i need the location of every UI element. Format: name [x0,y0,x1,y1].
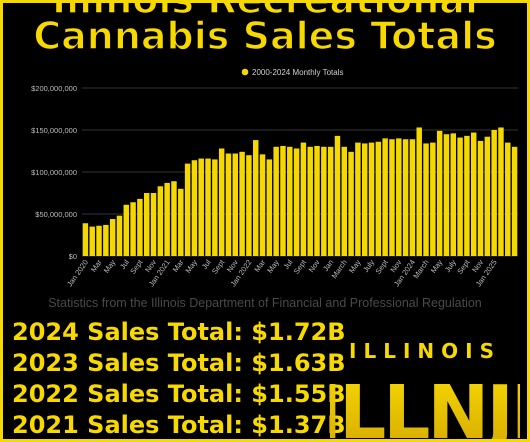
source-note: Statistics from the Illinois Department … [48,296,482,310]
bar [389,139,395,256]
x-tick-label: May [102,258,118,275]
bar [103,224,109,256]
bar [198,158,204,256]
bar [430,142,436,256]
bar [443,134,450,256]
bar [218,148,225,256]
sales-total-2022: 2022 Sales Total: $1.55B [12,380,346,408]
y-tick-label: $200,000,000 [31,84,77,93]
bar [396,138,402,256]
bar [280,145,286,256]
bar [348,151,354,256]
y-tick-label: $0 [69,252,77,261]
sales-total-2021: 2021 Sales Total: $1.37B [12,411,346,439]
bar [409,139,416,256]
bar [232,153,239,256]
sales-total-2023: 2023 Sales Total: $1.63B [12,349,346,377]
bar [491,130,497,256]
x-tick-label: Sept [292,257,309,276]
bar [341,146,348,256]
y-tick-label: $100,000,000 [31,168,77,177]
bar [137,198,143,256]
bar [375,141,382,256]
bar [382,138,388,256]
x-tick-label: Jan 2020 [65,258,90,288]
bar [89,226,95,256]
bar [484,136,491,256]
x-tick-label: Sept [455,257,472,276]
bar [252,140,259,256]
chart-title-line-1: Illinois Recreational [51,0,478,23]
legend-swatch [241,68,249,76]
illinois-logo: ILLINOIS ILLNJI [330,339,520,442]
bar [464,135,470,256]
y-tick-label: $50,000,000 [35,210,77,219]
bar [416,127,422,256]
bar [321,146,327,256]
x-tick-label: May [429,258,445,275]
bar [355,142,361,256]
legend-label: 2000-2024 Monthly Totals [252,68,343,77]
bar [246,155,252,256]
x-tick-label: Nov [307,258,322,274]
bar [300,142,307,256]
bar [266,159,273,256]
bar [314,145,320,256]
bar [505,142,511,256]
bar [143,193,150,256]
x-tick-label: Sept [128,257,145,276]
bar [470,132,477,256]
bar [225,153,232,256]
bar [273,146,279,256]
y-tick-label: $150,000,000 [31,126,77,135]
chart-title-line-2: Cannabis Sales Totals [33,13,498,59]
bar [116,215,123,256]
bar [184,163,191,256]
bar [259,154,266,256]
bar [191,160,198,256]
bar [293,148,300,256]
x-tick-label: Mar [89,258,104,274]
bar [368,142,375,256]
bar [287,146,293,256]
x-tick-label: Sept [210,257,227,276]
sales-total-2024: 2024 Sales Total: $1.72B [12,318,346,346]
bar [157,186,164,256]
x-tick-label: May [347,258,363,275]
bar [150,193,157,256]
logo-top-text: ILLINOIS [349,339,501,363]
x-tick-label: May [265,258,281,275]
bar [212,159,218,256]
monthly-sales-chart: $0 $50,000,000 $100,000,000 $150,000,000 $20… [31,68,518,288]
bar [307,146,313,256]
x-tick-label: May [184,258,200,275]
bar [96,225,102,256]
bar [164,182,170,256]
bar [498,127,504,256]
x-tick-label: Sept [374,257,391,276]
bar [457,137,463,256]
x-tick-label: Mar [252,258,267,274]
bar [436,130,443,256]
bar [178,188,184,256]
x-tick-label: Mar [171,258,186,274]
bar [239,151,245,256]
bar [423,143,429,256]
bar [130,202,136,256]
bar [205,158,211,256]
bar [123,204,130,256]
bar [109,219,116,256]
bar [450,133,457,256]
bar [334,135,341,256]
bar [511,146,518,256]
bar [361,143,368,256]
bar [82,223,89,256]
bar [327,146,334,256]
bar [171,181,177,256]
bar [477,140,484,256]
logo-mark-text: ILLNJI [330,370,520,442]
bar [402,139,409,256]
